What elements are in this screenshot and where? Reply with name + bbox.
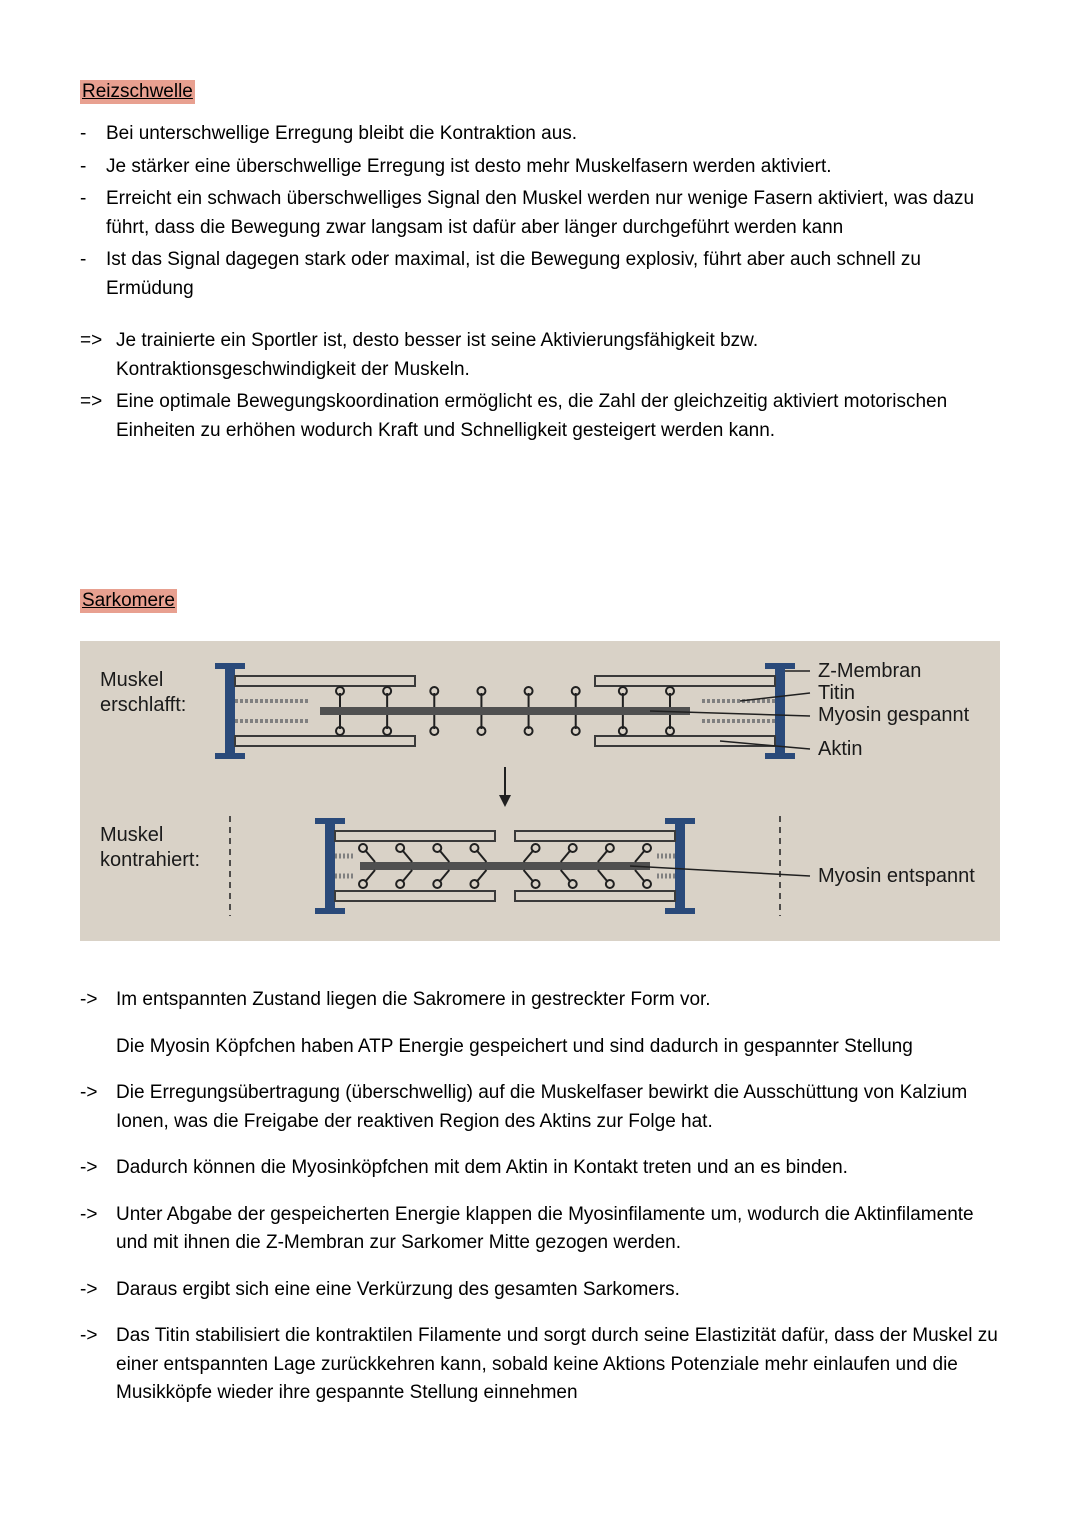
arrow-mark: -> xyxy=(80,1201,116,1258)
svg-text:Muskel: Muskel xyxy=(100,669,163,691)
arrow-text: Dadurch können die Myosinköpfchen mit de… xyxy=(116,1154,1000,1183)
conclusion-mark: => xyxy=(80,327,116,384)
arrow-item: -> Im entspannten Zustand liegen die Sak… xyxy=(80,986,1000,1015)
conclusion-text: Je trainierte ein Sportler ist, desto be… xyxy=(116,327,1000,384)
bullet-text: Bei unterschwellige Erregung bleibt die … xyxy=(106,120,1000,149)
svg-text:Myosin entspannt: Myosin entspannt xyxy=(818,865,975,887)
arrow-item: -> Daraus ergibt sich eine eine Verkürzu… xyxy=(80,1276,1000,1305)
arrow-mark: -> xyxy=(80,1276,116,1305)
arrow-text: Die Erregungsübertragung (überschwellig)… xyxy=(116,1079,1000,1136)
arrow-subtext: Die Myosin Köpfchen haben ATP Energie ge… xyxy=(80,1033,1000,1062)
svg-text:Titin: Titin xyxy=(818,682,855,704)
sarkomere-diagram: Muskel erschlafft: Z-MembranTitinMyosin ge… xyxy=(80,641,1000,946)
sarkomere-svg: Muskel erschlafft: Z-MembranTitinMyosin ge… xyxy=(80,641,1000,941)
bullet-item: - Ist das Signal dagegen stark oder maxi… xyxy=(80,246,1000,303)
arrow-item: -> Das Titin stabilisiert die kontraktil… xyxy=(80,1322,1000,1408)
arrow-mark: -> xyxy=(80,1322,116,1408)
arrow-text: Daraus ergibt sich eine eine Verkürzung … xyxy=(116,1276,1000,1305)
arrow-mark: -> xyxy=(80,1154,116,1183)
svg-text:Myosin gespannt: Myosin gespannt xyxy=(818,704,970,726)
heading-reizschwelle: Reizschwelle xyxy=(80,80,195,104)
bullet-text: Ist das Signal dagegen stark oder maxima… xyxy=(106,246,1000,303)
svg-text:kontrahiert:: kontrahiert: xyxy=(100,849,200,871)
svg-text:Z-Membran: Z-Membran xyxy=(818,660,921,682)
arrow-item: -> Die Erregungsübertragung (überschwell… xyxy=(80,1079,1000,1136)
bullet-mark: - xyxy=(80,120,106,149)
bullet-mark: - xyxy=(80,185,106,242)
arrow-item-wrap: -> Im entspannten Zustand liegen die Sak… xyxy=(80,986,1000,1061)
conclusion-mark: => xyxy=(80,388,116,445)
arrow-text: Unter Abgabe der gespeicherten Energie k… xyxy=(116,1201,1000,1258)
bullet-list-1: - Bei unterschwellige Erregung bleibt di… xyxy=(80,120,1000,303)
arrow-mark: -> xyxy=(80,986,116,1015)
heading-sarkomere: Sarkomere xyxy=(80,589,177,613)
svg-text:Aktin: Aktin xyxy=(818,738,862,760)
bullet-text: Je stärker eine überschwellige Erregung … xyxy=(106,153,1000,182)
bullet-mark: - xyxy=(80,246,106,303)
svg-text:Muskel: Muskel xyxy=(100,824,163,846)
section-sarkomere: Sarkomere Muskel erschlafft: Z-MembranTiti… xyxy=(80,589,1000,1408)
svg-text:erschlafft:: erschlafft: xyxy=(100,694,186,716)
arrow-item: -> Unter Abgabe der gespeicherten Energi… xyxy=(80,1201,1000,1258)
bullet-item: - Erreicht ein schwach überschwelliges S… xyxy=(80,185,1000,242)
arrow-list: -> Im entspannten Zustand liegen die Sak… xyxy=(80,986,1000,1408)
section-reizschwelle: Reizschwelle - Bei unterschwellige Erreg… xyxy=(80,80,1000,445)
conclusion-list: => Je trainierte ein Sportler ist, desto… xyxy=(80,327,1000,445)
arrow-mark: -> xyxy=(80,1079,116,1136)
bullet-item: - Bei unterschwellige Erregung bleibt di… xyxy=(80,120,1000,149)
bullet-text: Erreicht ein schwach überschwelliges Sig… xyxy=(106,185,1000,242)
arrow-text: Im entspannten Zustand liegen die Sakrom… xyxy=(116,986,1000,1015)
conclusion-item: => Je trainierte ein Sportler ist, desto… xyxy=(80,327,1000,384)
bullet-mark: - xyxy=(80,153,106,182)
arrow-text: Das Titin stabilisiert die kontraktilen … xyxy=(116,1322,1000,1408)
arrow-item: -> Dadurch können die Myosinköpfchen mit… xyxy=(80,1154,1000,1183)
bullet-item: - Je stärker eine überschwellige Erregun… xyxy=(80,153,1000,182)
conclusion-text: Eine optimale Bewegungskoordination ermö… xyxy=(116,388,1000,445)
conclusion-item: => Eine optimale Bewegungskoordination e… xyxy=(80,388,1000,445)
